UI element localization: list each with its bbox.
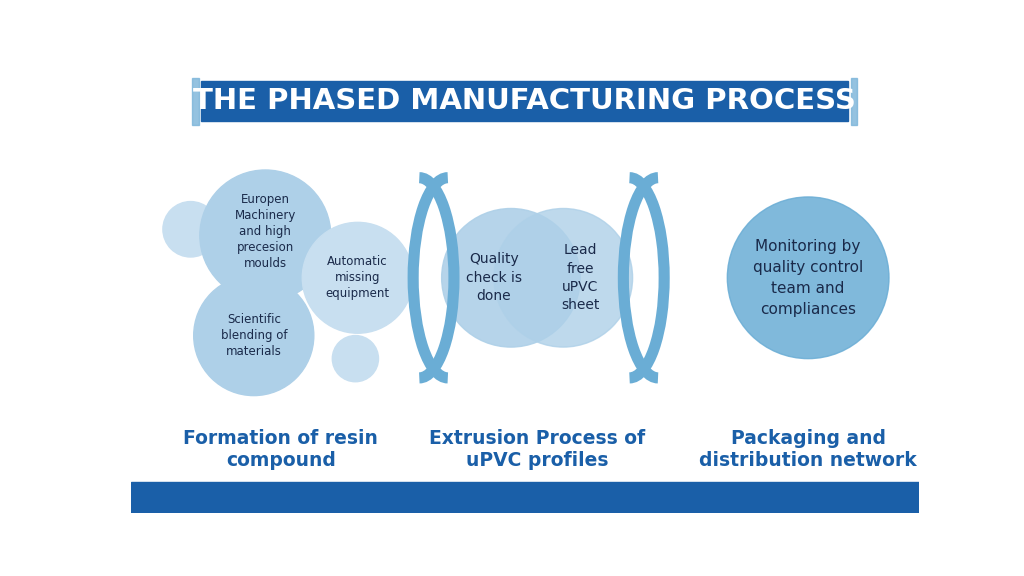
Text: Scientific
blending of
materials: Scientific blending of materials: [220, 313, 287, 358]
Circle shape: [194, 275, 313, 396]
Circle shape: [441, 209, 581, 347]
Text: THE PHASED MANUFACTURING PROCESS: THE PHASED MANUFACTURING PROCESS: [194, 88, 856, 115]
Circle shape: [302, 222, 413, 334]
Circle shape: [333, 336, 379, 382]
Text: Europen
Machinery
and high
precesion
moulds: Europen Machinery and high precesion mou…: [234, 193, 296, 270]
Bar: [851, 78, 857, 124]
Circle shape: [727, 197, 889, 359]
Text: Formation of resin
compound: Formation of resin compound: [183, 429, 378, 470]
Circle shape: [494, 209, 633, 347]
Text: Monitoring by
quality control
team and
compliances: Monitoring by quality control team and c…: [753, 239, 863, 317]
Text: Automatic
missing
equipment: Automatic missing equipment: [326, 255, 390, 300]
Circle shape: [163, 202, 218, 257]
Bar: [193, 78, 199, 124]
Bar: [131, 482, 920, 513]
Circle shape: [200, 170, 331, 301]
Text: Lead
free
uPVC
sheet: Lead free uPVC sheet: [561, 243, 599, 312]
Text: Quality
check is
done: Quality check is done: [466, 252, 522, 303]
Text: Packaging and
distribution network: Packaging and distribution network: [699, 429, 918, 470]
Bar: [202, 81, 848, 122]
Text: Extrusion Process of
uPVC profiles: Extrusion Process of uPVC profiles: [429, 429, 645, 470]
